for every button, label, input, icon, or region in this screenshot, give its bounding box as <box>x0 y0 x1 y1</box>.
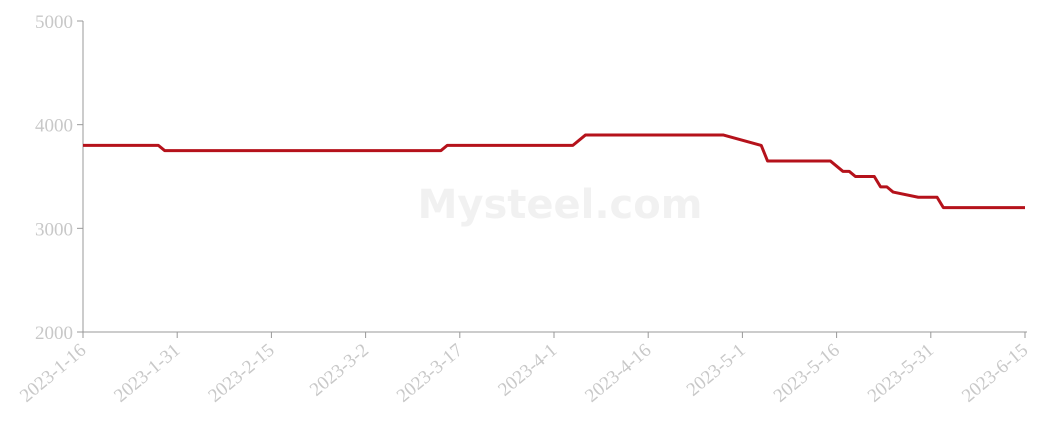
y-tick-label: 5000 <box>35 12 73 33</box>
x-tick-label: 2023-1-31 <box>110 340 184 407</box>
x-tick-label: 2023-4-16 <box>581 340 655 407</box>
x-tick-label: 2023-3-2 <box>306 340 373 401</box>
y-tick-label: 3000 <box>35 219 73 240</box>
x-tick-label: 2023-4-1 <box>494 340 561 401</box>
y-tick-label: 4000 <box>35 116 73 137</box>
x-tick-label: 2023-5-31 <box>864 340 938 407</box>
x-tick-label: 2023-3-17 <box>393 340 467 407</box>
x-tick-label: 2023-6-15 <box>958 340 1032 407</box>
x-tick-label: 2023-1-16 <box>16 340 90 407</box>
line <box>83 133 1025 210</box>
x-tick-label: 2023-5-16 <box>770 340 844 407</box>
x-tick-label: 2023-5-1 <box>683 340 750 401</box>
y-tick-label: 2000 <box>35 323 73 344</box>
watermark: Mysteel.com <box>418 182 703 228</box>
x-tick-label: 2023-2-15 <box>204 340 278 407</box>
